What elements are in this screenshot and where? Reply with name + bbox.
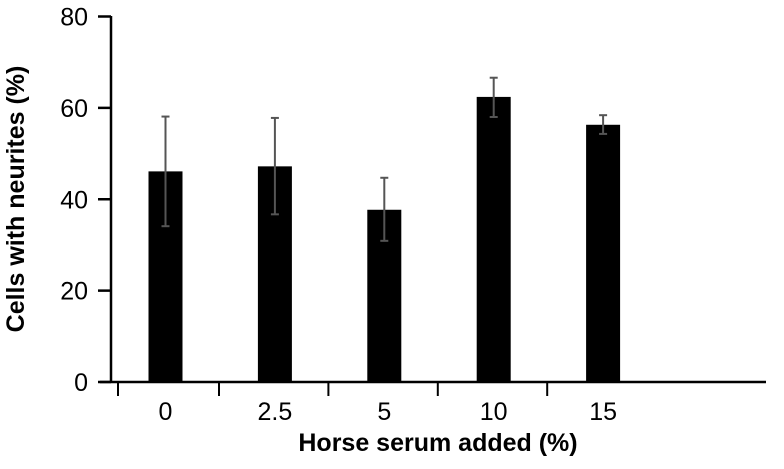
- error-bar-15: [599, 114, 608, 135]
- error-bar-2.5: [270, 116, 279, 216]
- x-tick-label: 0: [159, 398, 173, 426]
- x-tick-label: 15: [589, 398, 617, 426]
- y-axis-label: Cells with neurites (%): [2, 66, 30, 333]
- y-tick-label: 40: [60, 186, 88, 214]
- bar-10: [476, 96, 511, 382]
- error-bar-0: [161, 115, 170, 228]
- error-bar-10: [489, 76, 498, 119]
- y-tick-label: 20: [60, 278, 88, 306]
- bar-15: [586, 124, 621, 383]
- y-tick-label: 80: [60, 4, 88, 32]
- y-tick-label: 0: [74, 369, 88, 397]
- x-axis-label: Horse serum added (%): [298, 429, 577, 457]
- y-tick-label: 60: [60, 95, 88, 123]
- x-tick-label: 5: [377, 398, 391, 426]
- x-tick-label: 10: [480, 398, 508, 426]
- x-tick-label: 2.5: [258, 398, 293, 426]
- error-bar-5: [380, 176, 389, 242]
